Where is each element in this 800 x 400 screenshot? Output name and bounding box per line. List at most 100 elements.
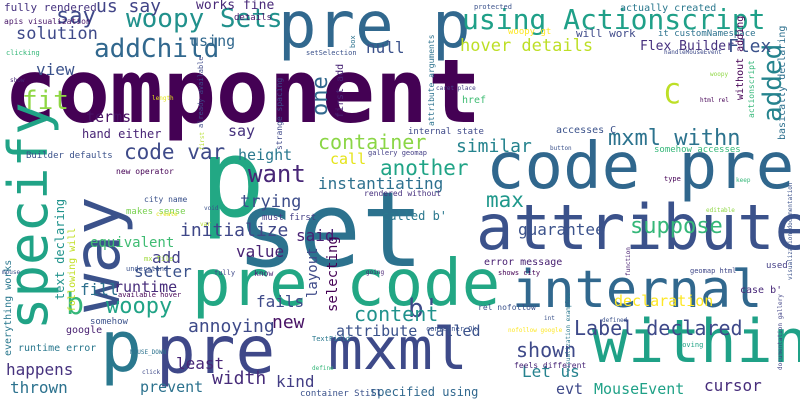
word-show: show [10,77,25,84]
word-called-b: called b' [382,209,448,223]
word-runtime-error: runtime error [18,343,97,354]
word-accesses-c: accesses C [556,125,617,136]
word-define: define [312,365,334,372]
word-button: button [550,145,572,152]
word-component: component [4,40,481,143]
word-declaration: declaration [614,292,714,310]
word-instantiating: instantiating [318,174,444,193]
word-case-b: case b' [740,285,783,296]
word-int: int [544,315,555,322]
word-thrown: thrown [10,378,68,397]
word-label-declared: Label declared [574,316,743,340]
word-feels-different: feels different [514,361,587,370]
word-geomap-html: geomap html [690,267,737,275]
word-trying: trying [240,192,302,212]
word-strange-spacing: strange spacing [275,77,284,150]
word-visualization-examples: visualization examples [565,292,572,372]
word-following-will: following will [67,227,78,312]
word-runtime: runtime [114,278,178,296]
word-one: one [308,76,333,116]
word-click: click [142,369,161,376]
word-error-message: error message [484,257,563,268]
word-fit: fit [22,86,69,116]
word-google: google [66,325,103,336]
word-fill: fill [80,280,119,299]
word-b-quote: b' [408,294,440,324]
word-selecting: selecting [325,236,341,312]
word-pre-p: pre p [278,0,471,63]
word-editable: editable [706,207,735,214]
word-understand: understand [126,265,169,273]
word-want: want [248,160,306,188]
word-mxml: mxml [328,315,468,383]
word-us-say: us say [96,0,162,17]
word-container-ok: container Ok [426,325,477,333]
word-add: add [152,248,181,267]
word-somehow: somehow [90,317,128,327]
word-code-var: code var [124,140,226,164]
word-mouseevent: MouseEvent [594,380,685,398]
word-type: type [664,175,681,183]
word-hover-details: hover details [460,36,594,56]
word-solution: solution [16,24,98,44]
word-works-fine: works fine [196,0,275,13]
word-height: height [238,146,293,164]
word-attribute: attribute [476,191,800,264]
word-visualization-documentation: visualization documentation [787,182,794,280]
word-caret-place: caret place [436,85,476,92]
word-city-name: city name [144,195,188,204]
word-null: null [366,38,405,57]
word-makes-sense: makes sense [126,207,186,217]
word-details: details [234,13,272,23]
word-it-customnamespace: it customNamespace [658,29,756,39]
word-attribute-called: attribute called [336,322,481,340]
word-function: function [625,247,632,276]
word-first: first [199,131,206,150]
word-p-bottom: p [100,306,143,388]
word-prevent: prevent [140,378,204,396]
word-basically-declaring: basically declaring [777,25,788,140]
word-documentation-gallery: documentation gallery [777,294,784,370]
word-similar: similar [456,136,532,157]
word-say: say [56,4,96,29]
word-annoying: annoying [188,316,275,337]
word-rendered-without: rendered without [364,189,442,198]
word-terms: terms [86,108,132,126]
word-least: least [176,354,225,373]
word-setter: setter [134,262,192,281]
word-first-add: first add [335,63,346,118]
word-max: max [486,188,524,212]
word-internal: internal [512,260,763,320]
word-let-us: Let us [522,362,580,381]
word-addchild: addChild [94,34,220,64]
word-fully: fully [214,269,236,277]
word-shown: shown [516,338,577,362]
word-hand-either: hand either [82,127,162,141]
word-rel-nofollow: rel nofollow [478,303,536,312]
word-textfield: TextField [312,335,350,343]
word-equivalent: equivalent [90,235,175,251]
word-gallery-geomap: gallery geomap [368,149,428,157]
word-void: void [204,205,219,212]
word-new-operator: new operator [116,167,174,176]
word-woopy-sets: woopy Sets [126,4,283,34]
word-specified-using: specified using [370,385,479,399]
word-call: call [330,150,367,168]
word-text-declaring: text declaring [53,198,67,300]
word-happens: happens [6,360,74,379]
word-box: box [349,35,357,48]
word-clicking: clicking [6,49,40,57]
word-using: using [190,32,236,50]
word-container: container [318,130,427,154]
word-must-first: must first [262,213,317,223]
word-say-mid: say [228,122,256,140]
word-code-pre: code pre [486,130,795,204]
word-view: view [36,60,75,79]
word-keep: keep [736,177,751,184]
word-mouse: mouse [2,269,21,276]
word-setselection: setSelection [306,49,357,57]
word-internal-state: internal state [408,127,484,137]
word-evt: evt [556,380,584,398]
word-protected: protected [474,3,512,11]
